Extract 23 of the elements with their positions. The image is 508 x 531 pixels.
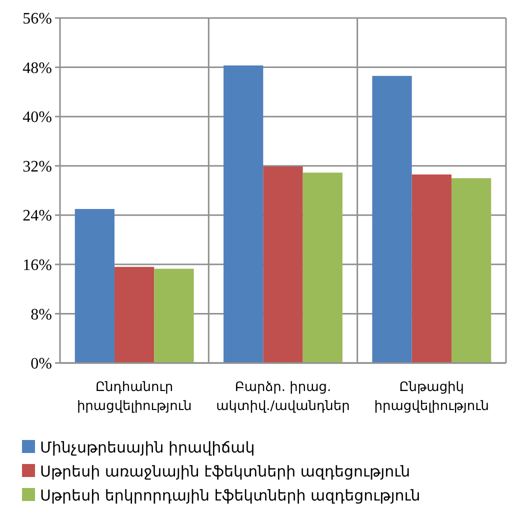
bar — [263, 166, 303, 363]
legend-label: Սթրեսի երկրորդային էֆեկտների ազդեցություն — [40, 486, 420, 504]
bar — [114, 266, 154, 363]
x-tick-label: Բարձր. իրաց. ակտիվ./ավանդներ — [216, 380, 350, 414]
legend-label: Մինչսթրեսային իրավիճակ — [40, 438, 255, 456]
y-tick-label: 8% — [30, 306, 52, 324]
y-tick-label: 32% — [22, 158, 52, 176]
bar — [451, 178, 492, 363]
x-tick-label: Ընդհանուր իրացվելիություն — [76, 380, 192, 414]
bar — [372, 76, 412, 363]
y-tick-label: 56% — [22, 10, 52, 28]
bar — [74, 208, 115, 363]
y-tick-label: 24% — [22, 208, 52, 225]
bar — [154, 268, 194, 363]
bar — [302, 172, 342, 363]
y-tick-label: 48% — [22, 60, 52, 77]
x-tick-label: Ընթացիկ իրացվելիություն — [374, 380, 490, 414]
bar — [224, 65, 264, 363]
y-tick-label: 16% — [22, 257, 52, 274]
bar — [412, 174, 452, 363]
y-tick-label: 40% — [22, 109, 52, 126]
legend-label: Սթրեսի առաջնային էֆեկտների ազդեցություն — [40, 462, 410, 480]
y-tick-label: 0% — [30, 356, 52, 373]
